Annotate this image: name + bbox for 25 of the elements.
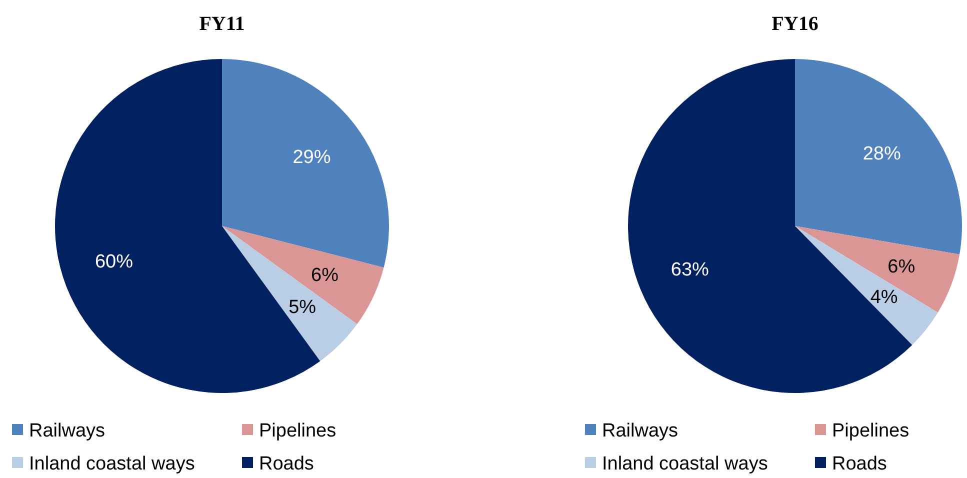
legend-label: Inland coastal ways [29,454,195,475]
legend-label: Pipelines [832,420,910,442]
pie-slice [795,226,960,312]
data-label: 6% [311,265,339,286]
data-label: 6% [888,256,916,278]
pie-slice [795,226,938,345]
pie-slice [222,226,358,362]
data-label: 29% [292,147,331,168]
chart-title: FY11 [199,13,245,35]
data-label: 4% [870,287,898,308]
pie-slice [222,59,389,268]
pie-slice [222,226,384,324]
data-label: 5% [288,296,316,318]
data-label: 60% [94,252,134,273]
legend-label: Pipelines [259,420,336,442]
legend-label: Inland coastal ways [602,454,768,475]
data-label: 28% [862,144,901,165]
legend-label: Railways [29,420,106,442]
legend-label: Roads [832,454,887,475]
data-label: 63% [670,260,710,281]
legend-label: Railways [602,420,678,442]
chart-title: FY16 [772,13,818,35]
legend-label: Roads [259,454,314,475]
pie-slice [628,59,912,393]
pie-slice [795,59,962,254]
